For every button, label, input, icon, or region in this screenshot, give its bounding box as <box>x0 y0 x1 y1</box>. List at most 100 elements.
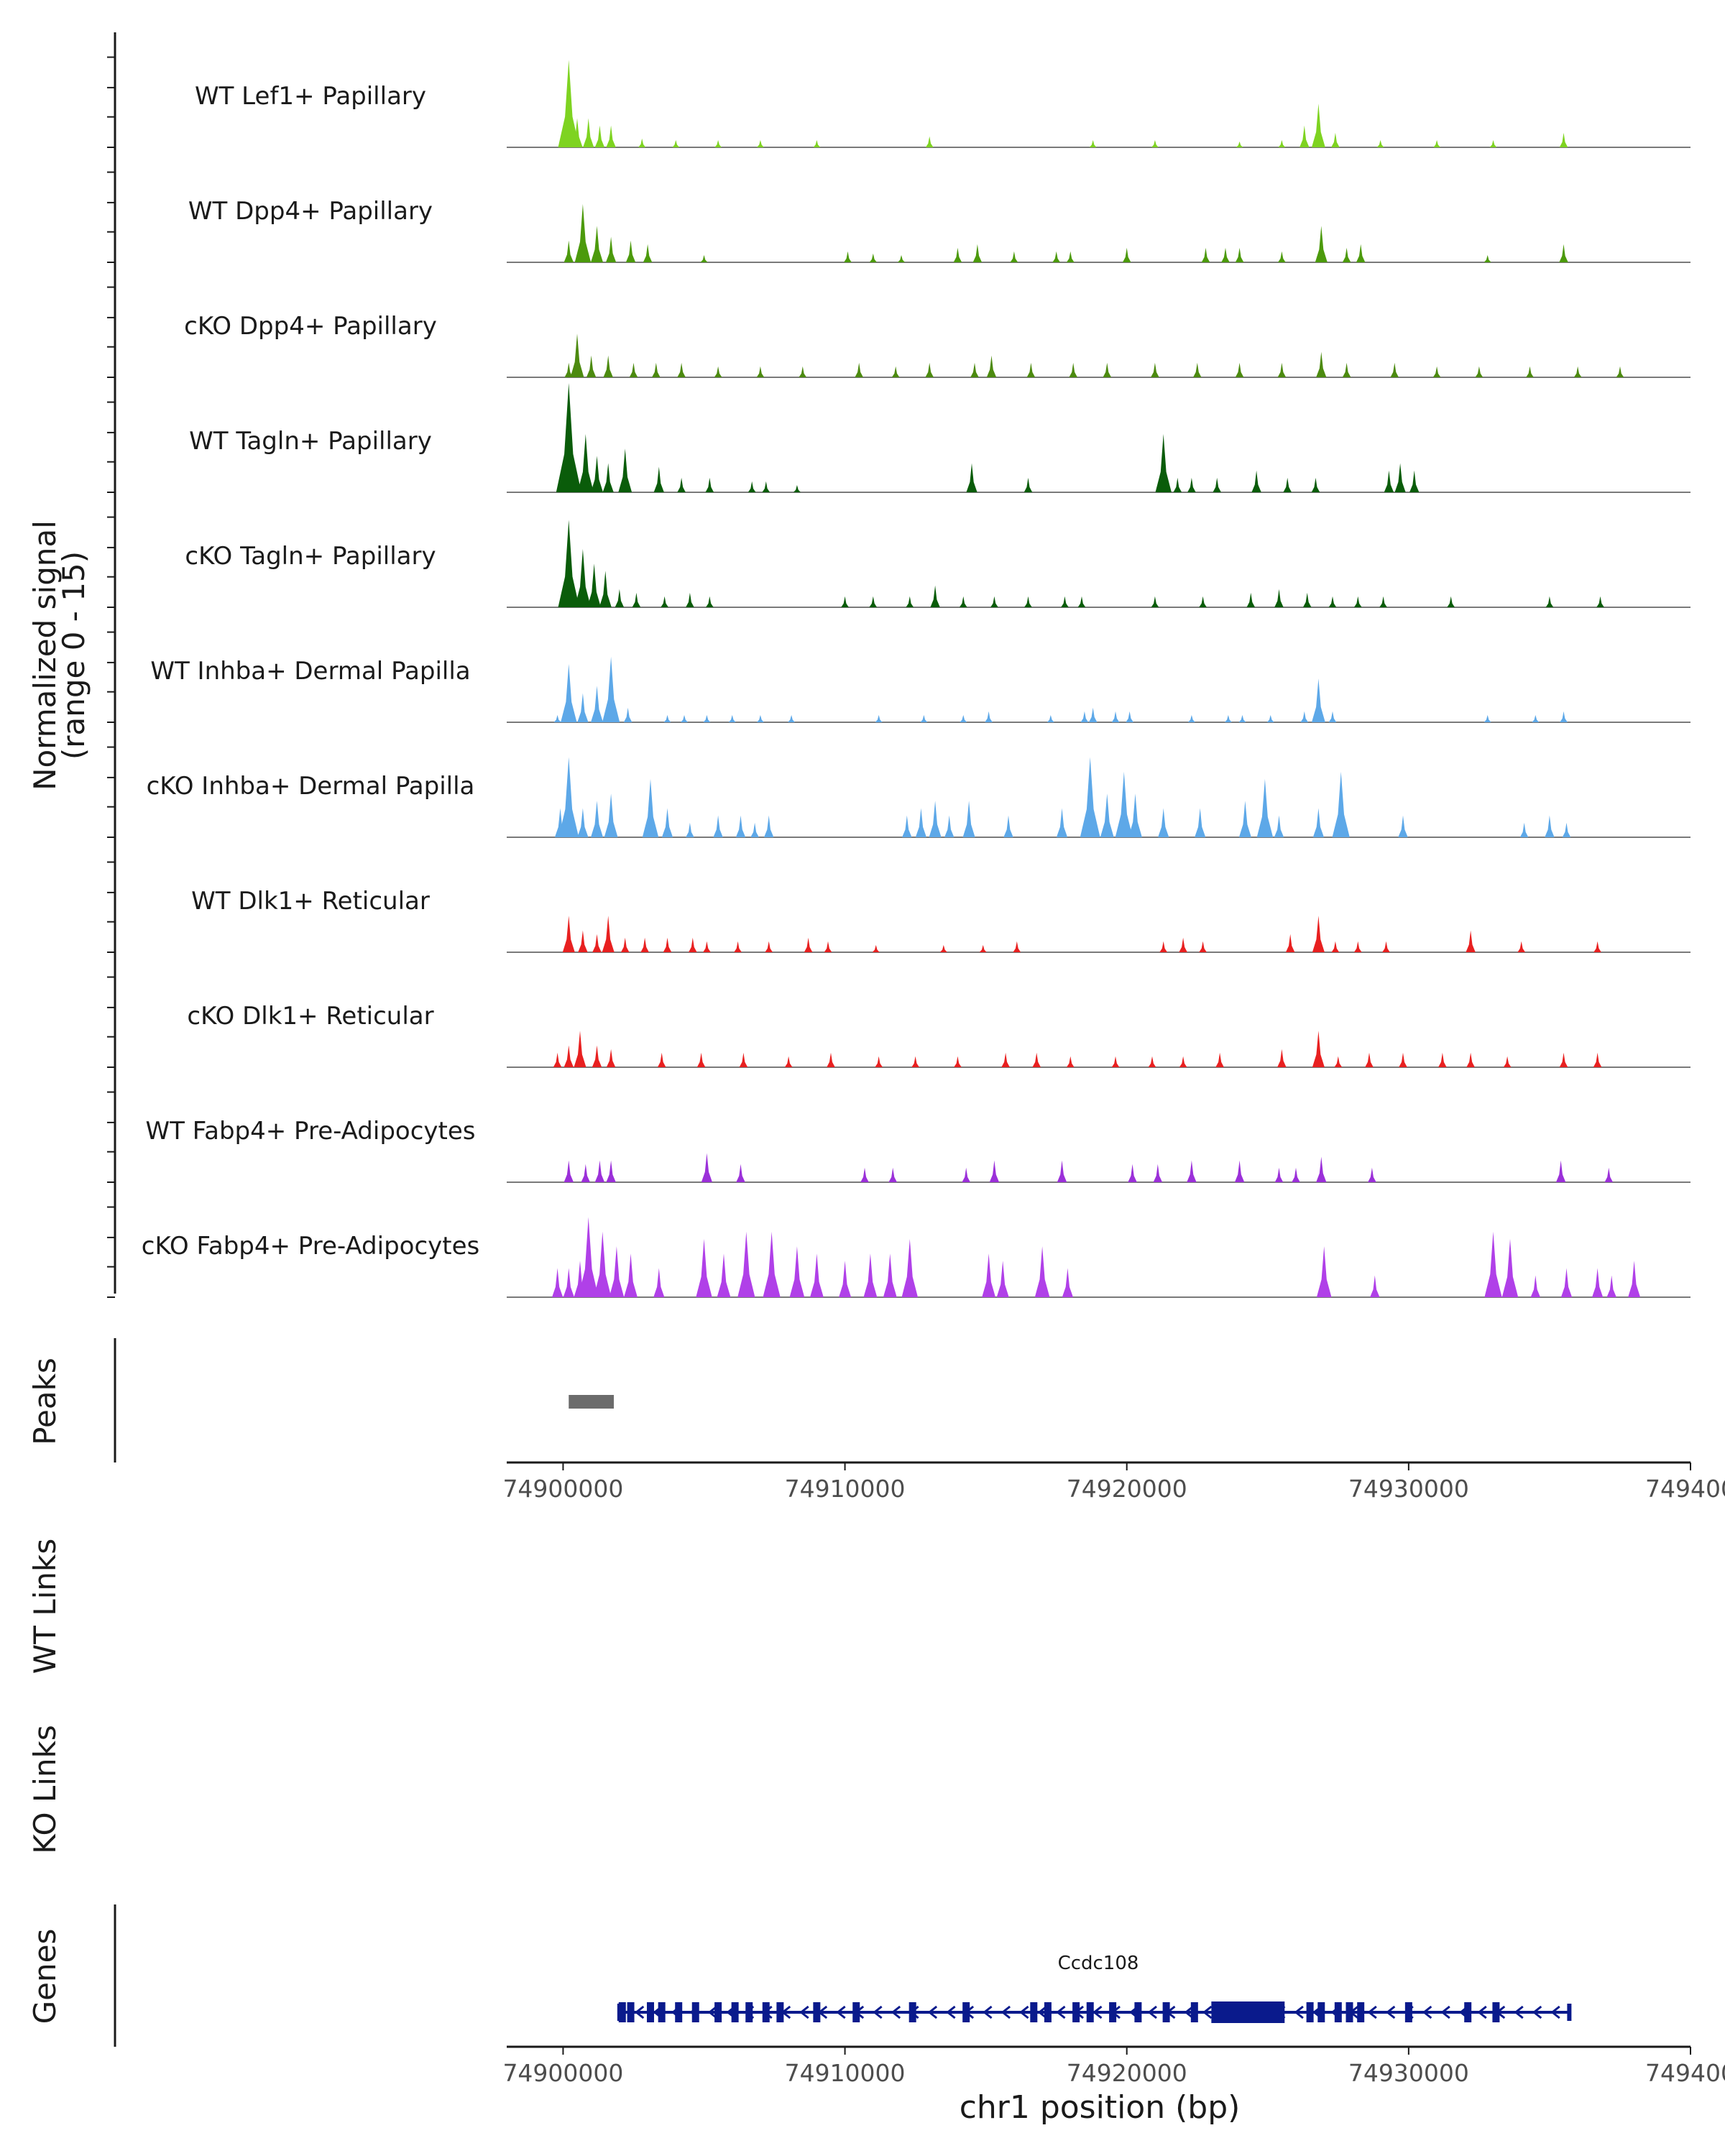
signal-peak <box>875 714 883 722</box>
strand-arrow <box>1550 2005 1560 2019</box>
signal-peak <box>657 1052 666 1067</box>
signal-peak <box>827 1052 835 1067</box>
signal-axis-label-line2: (range 0 - 15) <box>56 551 91 760</box>
signal-peak <box>558 60 580 147</box>
signal-peak <box>1080 711 1089 722</box>
signal-peak <box>1316 351 1327 377</box>
exon <box>675 2002 683 2022</box>
signal-peak <box>863 1253 878 1297</box>
gene-end-cap <box>617 2004 622 2021</box>
signal-peak <box>1187 477 1196 492</box>
signal-peak <box>788 714 796 722</box>
x-axis-bottom: 74900000 74910000 74920000 74930000 749400 <box>502 2045 1725 2087</box>
signal-peak <box>663 937 672 952</box>
strand-arrow <box>1184 2005 1194 2019</box>
track-cko-inhba-dermal-papilla: cKO Inhba+ Dermal Papilla <box>147 757 1690 838</box>
signal-peak <box>1003 815 1013 837</box>
signal-peak <box>591 801 603 837</box>
signal-peak <box>713 815 723 837</box>
signal-peak <box>642 778 659 837</box>
strand-arrow <box>1037 2005 1048 2019</box>
signal-peak <box>1013 941 1021 952</box>
signal-peak <box>686 822 694 837</box>
signal-peak <box>1266 714 1274 722</box>
signal-peak <box>898 254 905 262</box>
signal-peak <box>735 815 746 837</box>
signal-peak <box>661 808 673 837</box>
strand-arrow <box>1385 2005 1396 2019</box>
x-tick-label: 749400 <box>1645 1475 1725 1503</box>
track-wt-lef1-papillary: WT Lef1+ Papillary <box>195 60 1690 148</box>
signal-peak <box>1466 930 1476 952</box>
signal-peak <box>1399 1052 1407 1067</box>
track-label: WT Lef1+ Papillary <box>195 82 426 111</box>
signal-peak <box>756 714 764 722</box>
signal-peak <box>1111 711 1120 722</box>
signal-peak <box>925 136 934 147</box>
signal-peak <box>966 463 978 492</box>
signal-peak <box>1332 771 1350 837</box>
signal-peak <box>1032 1052 1041 1067</box>
signal-peak <box>1475 366 1484 377</box>
coverage-tracks: WT Lef1+ Papillary WT Dpp4+ Papillary cKO … <box>142 60 1690 1298</box>
signal-peak <box>756 139 764 147</box>
signal-peak <box>869 253 877 262</box>
signal-peak <box>1593 941 1601 952</box>
signal-peak <box>891 366 900 377</box>
signal-peak <box>954 1056 962 1067</box>
peaks-track-label: Peaks <box>27 1358 63 1445</box>
signal-peak <box>888 1167 897 1182</box>
signal-peak <box>1179 937 1187 952</box>
exon <box>731 2002 739 2022</box>
signal-peak <box>599 571 612 607</box>
signal-peak <box>602 656 620 722</box>
signal-peak <box>1300 711 1309 722</box>
exon <box>1346 2002 1353 2022</box>
signal-peak <box>623 707 632 722</box>
signal-peak <box>1153 1164 1163 1182</box>
signal-peak <box>1080 757 1100 837</box>
track-wt-inhba-dermal-papilla: WT Inhba+ Dermal Papilla <box>150 656 1690 723</box>
track-label: WT Fabp4+ Pre-Adipocytes <box>146 1117 476 1146</box>
signal-peak <box>1331 132 1340 147</box>
signal-peak <box>700 254 708 262</box>
signal-peak <box>756 366 765 377</box>
signal-peak <box>1503 1056 1512 1067</box>
signal-peak <box>734 941 742 952</box>
signal-peak <box>1187 714 1195 722</box>
signal-peak <box>714 366 722 377</box>
signal-peak <box>643 244 653 262</box>
signal-peak <box>1024 596 1032 607</box>
signal-peak <box>1376 139 1384 147</box>
x-axis-title: chr1 position (bp) <box>960 2089 1241 2126</box>
signal-peak <box>1122 247 1131 262</box>
signal-peak <box>765 941 773 952</box>
strand-arrow <box>1202 2005 1213 2019</box>
signal-peak <box>1384 470 1394 492</box>
signal-peak <box>1532 714 1540 722</box>
signal-peak <box>570 333 584 377</box>
signal-peak <box>824 941 832 952</box>
signal-peak <box>1555 1160 1566 1182</box>
track-cko-tagln-papillary: cKO Tagln+ Papillary <box>185 520 1690 608</box>
signal-peak <box>1353 596 1362 607</box>
signal-peak <box>1283 477 1292 492</box>
signal-peak <box>1278 139 1286 147</box>
signal-peak <box>592 934 602 952</box>
signal-peak <box>872 944 880 952</box>
signal-peak <box>989 1160 1000 1182</box>
signal-peak <box>1484 1231 1502 1297</box>
signal-peak <box>586 355 597 377</box>
signal-peak <box>869 596 878 607</box>
signal-peak <box>706 596 714 607</box>
signal-peak <box>1221 247 1230 262</box>
signal-peak <box>1312 678 1325 722</box>
signal-peak <box>1328 596 1337 607</box>
peak-regions <box>569 1395 615 1409</box>
signal-peak <box>602 463 614 492</box>
signal-peak <box>1024 477 1033 492</box>
signal-peak <box>577 808 589 837</box>
signal-peak <box>1052 251 1060 262</box>
signal-peak <box>640 937 649 952</box>
signal-peak <box>750 822 759 837</box>
